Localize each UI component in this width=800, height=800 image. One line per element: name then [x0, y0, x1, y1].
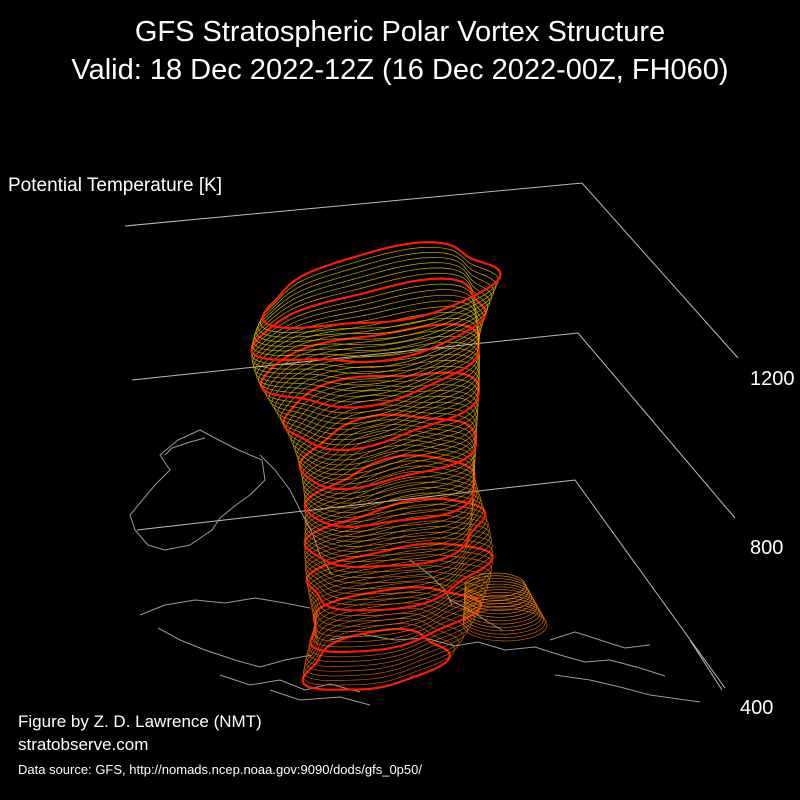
vortex-contour [271, 347, 480, 430]
vortex-contour-highlight [305, 542, 494, 612]
coastline-segment [164, 437, 206, 456]
vortex-contour [304, 470, 478, 542]
vortex-lobe-contour [463, 586, 534, 615]
vortex-contour [296, 404, 478, 480]
vortex-contour-highlight [261, 241, 502, 330]
vortex-contour [304, 492, 485, 563]
vortex-contour [304, 460, 476, 532]
coastline-segment [449, 599, 503, 631]
vortex-contour [309, 565, 491, 632]
vortex-contour [304, 481, 481, 552]
vortex-lobe-contour [464, 575, 528, 601]
vortex-contour [292, 394, 478, 471]
coastline-segment [269, 689, 371, 706]
axis-grid [124, 182, 739, 691]
vortex-contour [311, 576, 487, 643]
vortex-contour [302, 434, 476, 509]
vortex-contour [304, 487, 483, 557]
grid-line-1200 [131, 332, 736, 519]
vortex-contour [262, 329, 480, 414]
vortex-contour [252, 294, 482, 380]
vortex-contour [294, 399, 478, 476]
z-tick-label-400: 400 [740, 697, 774, 719]
vortex-contour [304, 465, 477, 537]
vortex-lobe-contour [463, 589, 536, 618]
vortex-contour [280, 366, 480, 446]
vortex-contour [255, 256, 495, 343]
vortex-lobe-contour [464, 578, 529, 605]
vortex-contour [251, 289, 483, 374]
vortex-contour [303, 439, 475, 513]
vortex-contour [308, 592, 479, 658]
chart-title: GFS Stratospheric Polar Vortex Structure [134, 16, 666, 48]
vortex-contour [308, 559, 492, 627]
vortex-contour-highlight [250, 277, 487, 364]
coastline-segment [157, 627, 313, 668]
vortex-lobe-contour [462, 603, 544, 635]
vortex-contour [304, 520, 492, 589]
vortex-lobe-contour [463, 594, 539, 625]
grid-line-400 [689, 639, 723, 691]
vortex-contour [306, 548, 493, 617]
z-axis-title: Potential Temperature [K] [8, 175, 223, 196]
vortex-contour [303, 612, 464, 677]
chart-subtitle: Valid: 18 Dec 2022-12Z (16 Dec 2022-00Z,… [71, 54, 729, 86]
vortex-contour [253, 300, 481, 386]
vortex-lobe-contour [463, 597, 541, 628]
coastlines [129, 429, 701, 706]
coastline-segment [554, 674, 701, 703]
vortex-contour [274, 353, 480, 435]
coastline-segment [259, 454, 333, 576]
vortex-lobe-contour [464, 580, 531, 608]
vortex-contour [305, 537, 494, 606]
vortex-contour [304, 476, 480, 547]
author-credit: Figure by Z. D. Lawrence (NMT) [18, 712, 262, 731]
vortex-contour [265, 335, 480, 419]
vortex-contour-highlight [301, 627, 452, 691]
vortex-contour-highlight [259, 323, 480, 409]
vortex-lobe-contour [464, 572, 526, 598]
vortex-contour [305, 602, 472, 667]
vortex-contour [268, 341, 480, 425]
vortex-isosurface [250, 241, 548, 691]
z-tick-label-800: 800 [750, 537, 784, 559]
vortex-contour [304, 449, 475, 523]
vortex-contour [302, 623, 455, 686]
vortex-contour [304, 607, 468, 672]
vortex-contour [301, 424, 476, 499]
vortex-contour-highlight [309, 586, 483, 653]
vortex-contour [254, 306, 480, 392]
vortex-contour [302, 429, 476, 504]
vortex-contour [305, 526, 493, 595]
vortex-contour [307, 554, 493, 622]
grid-line-top [124, 182, 739, 359]
vortex-contour-highlight [298, 413, 478, 491]
vortex-lobe-contour [463, 592, 538, 622]
grid-line-800 [136, 479, 726, 689]
vortex-lobe-contour [462, 608, 548, 642]
vortex-contour [304, 503, 488, 573]
z-tick-label-1200: 1200 [750, 368, 795, 390]
website-link[interactable]: stratobserve.com [18, 735, 149, 754]
coastline-segment [549, 631, 651, 649]
vortex-contour [303, 618, 460, 681]
vortex-contour [307, 597, 475, 663]
vortex-lobe-contour [464, 583, 533, 611]
coastline-segment [477, 641, 666, 677]
vortex-lobe-contour [462, 605, 546, 638]
coastline-segment [129, 429, 266, 551]
vortex-contour [305, 531, 493, 600]
data-source-credit: Data source: GFS, http://nomads.ncep.noa… [18, 762, 422, 777]
vortex-contour-highlight [282, 371, 481, 452]
vortex-contour-highlight [303, 497, 487, 569]
vortex-contour [257, 251, 497, 338]
coastline-segment [139, 597, 311, 616]
vortex-contour-highlight [303, 454, 476, 528]
coastline-segment [409, 559, 453, 606]
vortex-lobe-contour [463, 600, 543, 632]
